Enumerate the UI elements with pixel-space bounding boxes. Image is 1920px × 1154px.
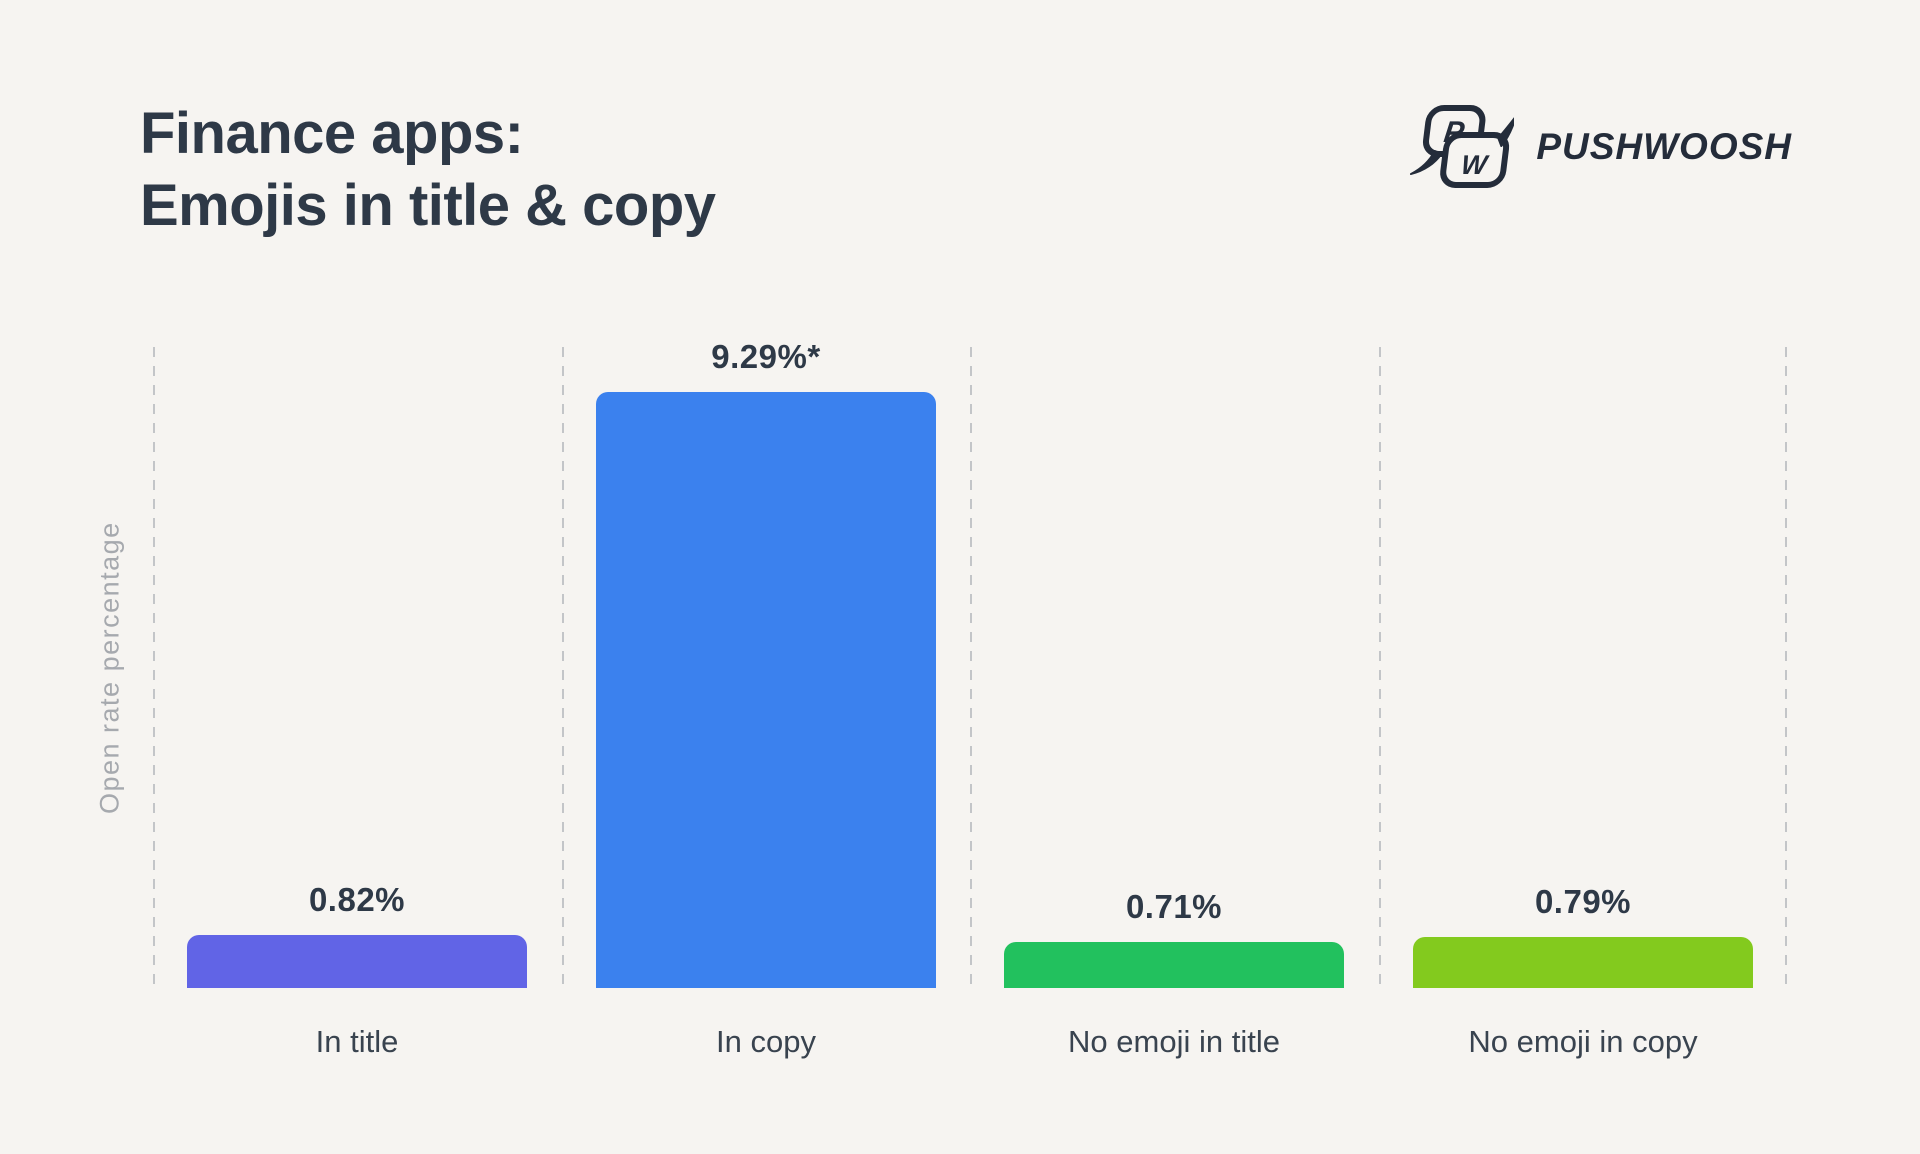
pushwoosh-logo-icon: P W [1410,105,1515,188]
bar-category-label: No emoji in copy [1468,1024,1698,1059]
bar-value-label: 0.71% [1125,888,1223,925]
dashed-gridline [1379,347,1381,988]
bar-value-label: 0.79% [1534,883,1632,920]
bar [1413,937,1753,988]
bar [596,392,936,988]
pushwoosh-logo: P W PUSHWOOSH [1410,103,1792,195]
bar-value-label: 0.82% [308,881,406,918]
dashed-gridline [1785,347,1787,988]
bar-group: 0.79% No emoji in copy [1413,347,1753,1059]
bar-chart-area: 0.82% In title 9.29%* In copy 0.71% No emoji … [153,338,1787,1059]
page-title: Finance apps: Emojis in title & copy [140,98,716,242]
bar-category-label: No emoji in title [1068,1024,1280,1059]
bar-group: 0.71% No emoji in title [1004,347,1344,1059]
bar-group: 0.82% In title [187,347,527,1059]
dashed-gridline [153,347,155,988]
page-title-line2: Emojis in title & copy [140,173,716,238]
bar-category-label: In copy [716,1024,816,1059]
bar-group: 9.29%* In copy [596,338,936,1059]
pushwoosh-logo-text: PUSHWOOSH [1536,126,1792,167]
page-title-line1: Finance apps: [140,101,524,166]
bar [187,935,527,988]
dashed-gridline [970,347,972,988]
bar-value-label: 9.29%* [711,338,821,375]
y-axis-label: Open rate percentage [94,521,125,814]
bar-category-label: In title [315,1024,399,1059]
dashed-gridline [562,347,564,988]
bar [1004,942,1344,988]
